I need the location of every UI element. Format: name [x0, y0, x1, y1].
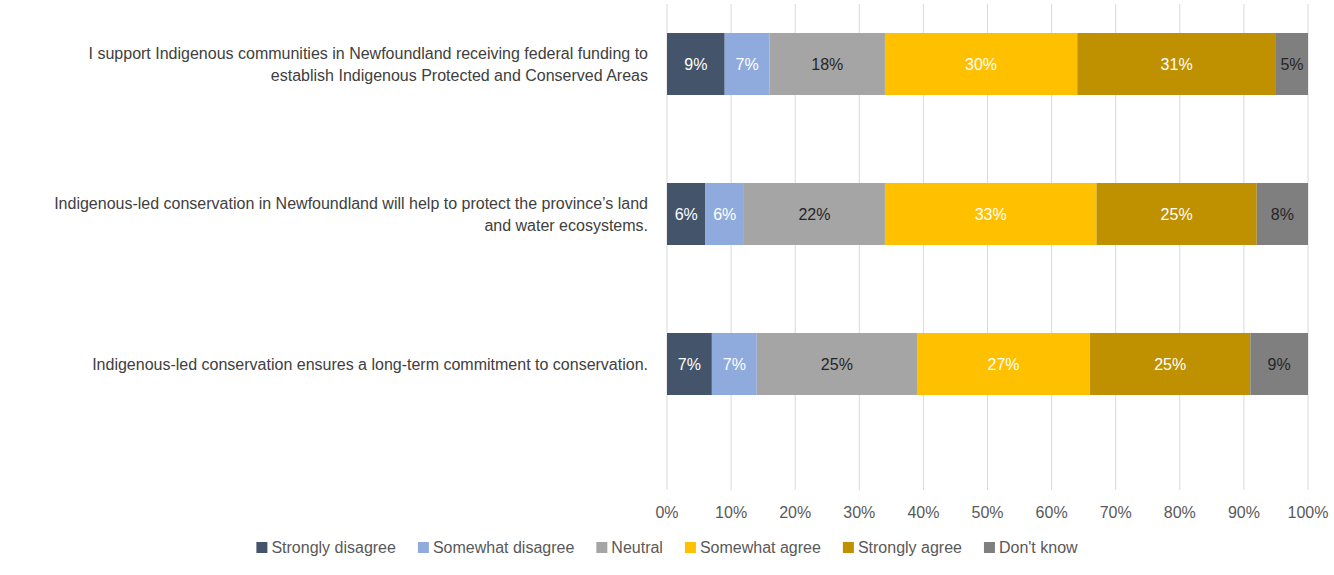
data-label: 22% — [798, 206, 830, 223]
legend-swatch — [256, 542, 267, 553]
bar-segment — [1096, 183, 1256, 245]
legend: Strongly disagree Somewhat disagree Neutra… — [256, 539, 1078, 556]
data-label: 33% — [975, 206, 1007, 223]
bar-segment — [1276, 33, 1308, 95]
category-label: Indigenous-led conservation in Newfoundl… — [54, 195, 648, 234]
bar-segment — [725, 33, 770, 95]
category-label: Indigenous-led conservation ensures a lo… — [92, 356, 648, 373]
x-tick-label: 40% — [907, 504, 939, 521]
bar-segment — [1250, 333, 1308, 395]
data-label: 6% — [675, 206, 698, 223]
bar-segment — [757, 333, 917, 395]
bar-segment — [712, 333, 757, 395]
x-tick-label: 100% — [1288, 504, 1329, 521]
data-label: 25% — [821, 356, 853, 373]
data-label: 5% — [1280, 56, 1303, 73]
bar-segment — [705, 183, 743, 245]
data-label: 9% — [684, 56, 707, 73]
legend-swatch — [843, 542, 854, 553]
data-label: 6% — [713, 206, 736, 223]
data-label: 18% — [811, 56, 843, 73]
legend-item: Neutral — [596, 539, 663, 556]
x-tick-label: 60% — [1036, 504, 1068, 521]
x-tick-label: 30% — [843, 504, 875, 521]
legend-label: Strongly disagree — [271, 539, 396, 556]
bar-segment — [1077, 33, 1276, 95]
legend-swatch — [685, 542, 696, 553]
data-label: 7% — [736, 56, 759, 73]
legend-swatch — [984, 542, 995, 553]
x-tick-label: 50% — [971, 504, 1003, 521]
legend-item: Somewhat agree — [685, 539, 821, 556]
legend-label: Somewhat agree — [700, 539, 821, 556]
data-label: 7% — [723, 356, 746, 373]
legend-item: Strongly disagree — [256, 539, 396, 556]
legend-item: Somewhat disagree — [418, 539, 575, 556]
data-label: 25% — [1154, 356, 1186, 373]
bar-segment — [1257, 183, 1308, 245]
grid — [667, 4, 1308, 490]
bar-segment — [744, 183, 885, 245]
bar-segment — [667, 333, 712, 395]
bar-segment — [917, 333, 1090, 395]
data-label: 27% — [988, 356, 1020, 373]
data-label: 8% — [1271, 206, 1294, 223]
legend-label: Don't know — [999, 539, 1078, 556]
bars — [667, 33, 1308, 395]
x-tick-label: 0% — [655, 504, 678, 521]
legend-label: Somewhat disagree — [433, 539, 575, 556]
chart: 0% 10% 20% 30% 40% 50% 60% 70% 80% 90% 100% 9% 7% 18%… — [0, 0, 1334, 575]
legend-item: Don't know — [984, 539, 1078, 556]
x-tick-labels: 0% 10% 20% 30% 40% 50% 60% 70% 80% 90% 100% — [655, 504, 1328, 521]
data-label: 25% — [1161, 206, 1193, 223]
bar-segment — [885, 183, 1097, 245]
legend-item: Strongly agree — [843, 539, 962, 556]
x-tick-label: 70% — [1100, 504, 1132, 521]
bar-segment — [885, 33, 1077, 95]
data-labels: 9% 7% 18% 30% 31% 5% 6% 6% 22% 33% 25% 8% 7% 7% 25% 27%… — [675, 56, 1304, 373]
bar-segment — [667, 183, 705, 245]
category-label: I support Indigenous communities in Newf… — [89, 45, 649, 84]
legend-swatch — [418, 542, 429, 553]
data-label: 30% — [965, 56, 997, 73]
x-tick-label: 20% — [779, 504, 811, 521]
legend-label: Strongly agree — [858, 539, 962, 556]
category-labels: I support Indigenous communities in Newf… — [54, 45, 648, 373]
legend-label: Neutral — [611, 539, 663, 556]
x-tick-label: 90% — [1228, 504, 1260, 521]
data-label: 31% — [1161, 56, 1193, 73]
data-label: 9% — [1268, 356, 1291, 373]
bar-segment — [770, 33, 885, 95]
bar-segment — [667, 33, 725, 95]
x-tick-label: 10% — [715, 504, 747, 521]
x-tick-label: 80% — [1164, 504, 1196, 521]
data-label: 7% — [678, 356, 701, 373]
bar-segment — [1090, 333, 1250, 395]
legend-swatch — [596, 542, 607, 553]
